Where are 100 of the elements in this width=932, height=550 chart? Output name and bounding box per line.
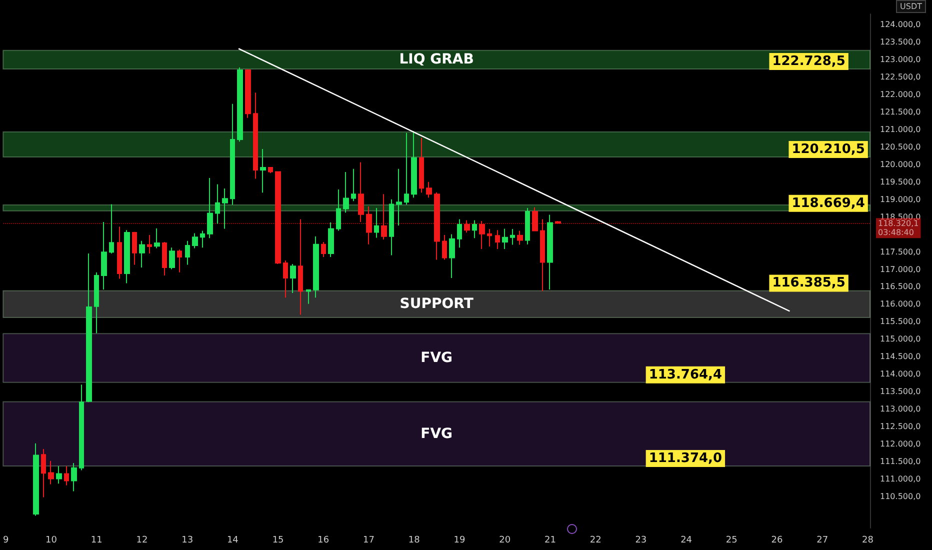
candlestick: [472, 220, 477, 239]
x-tick-label: 28: [862, 536, 874, 546]
candlestick: [283, 260, 288, 298]
candlestick: [306, 289, 311, 304]
candlestick: [495, 230, 500, 250]
candlestick: [321, 241, 326, 258]
candlestick: [487, 228, 492, 248]
y-tick-label: 121.500,0: [880, 107, 921, 116]
y-tick-label: 113.500,0: [880, 387, 921, 396]
candlestick: [449, 234, 455, 278]
x-tick-label: 23: [635, 536, 647, 546]
x-tick-label: 24: [680, 536, 692, 546]
x-tick-label: 20: [499, 536, 511, 546]
annotation: 118.669,4: [792, 196, 865, 211]
candlestick: [245, 68, 251, 118]
candlestick: [426, 181, 432, 198]
candlestick: [33, 442, 39, 516]
x-tick-label: 12: [136, 536, 148, 546]
y-tick-label: 112.500,0: [880, 422, 921, 432]
candlestick: [109, 204, 114, 254]
annotation: 111.374,0: [648, 450, 722, 466]
x-tick-label: 10: [46, 536, 58, 546]
candlestick: [351, 168, 356, 202]
candlestick: [162, 241, 167, 276]
y-tick-label: 116.500,0: [880, 282, 921, 292]
candlestick: [343, 172, 349, 214]
y-tick-label: 113.000,0: [880, 404, 921, 414]
candlestick: [374, 208, 379, 238]
candlestick: [442, 234, 447, 260]
candlestick: [237, 67, 243, 142]
candlestick: [389, 198, 394, 256]
y-tick-label: 122.500,0: [880, 72, 921, 82]
candlestick: [328, 222, 334, 258]
x-tick-label: 19: [454, 536, 466, 546]
y-tick-label: 117.500,0: [880, 247, 921, 256]
candlestick: [457, 218, 462, 248]
candlestick: [434, 192, 440, 260]
y-tick-label: 119.500,0: [880, 177, 921, 186]
y-tick-label: 120.500,0: [880, 142, 921, 152]
band-label: FVG: [420, 426, 453, 442]
x-tick-label: 18: [408, 536, 420, 546]
candlestick: [177, 249, 182, 273]
candlestick: [555, 220, 561, 224]
y-tick-label: 122.000,0: [880, 90, 921, 99]
candlestick: [381, 194, 387, 240]
candlestick: [154, 228, 160, 249]
y-tick-label: 121.000,0: [880, 124, 921, 134]
y-tick-label: 115.500,0: [880, 317, 921, 326]
candlestick: [207, 177, 213, 239]
band-label: SUPPORT: [400, 296, 474, 312]
candlestick: [64, 466, 69, 486]
candlestick: [94, 272, 99, 334]
x-tick-label: 25: [726, 536, 738, 546]
y-tick-label: 117.000,0: [880, 264, 921, 274]
y-axis-title: USDT: [896, 0, 926, 13]
candlestick: [117, 226, 122, 280]
candlestick: [169, 247, 175, 270]
y-tick-label: 112.000,0: [880, 440, 921, 449]
candlestick: [358, 162, 364, 223]
candlestick: [525, 208, 530, 245]
candlestick: [222, 188, 228, 230]
candlestick: [517, 230, 523, 246]
y-tick-label: 111.000,0: [880, 474, 921, 484]
candlestick: [79, 384, 84, 471]
candlestick: [411, 130, 417, 198]
annotation: 113.764,4: [648, 367, 722, 382]
candlestick: [366, 206, 372, 245]
y-tick-label: 124.000,0: [880, 20, 921, 29]
band-label: FVG: [420, 350, 453, 366]
candlestick: [56, 466, 62, 484]
candlestick: [215, 184, 220, 224]
band-label: LIQ GRAB: [399, 52, 474, 68]
x-tick-label: 27: [816, 536, 828, 546]
candlestick: [260, 148, 266, 194]
x-tick-label: 17: [363, 536, 374, 546]
y-tick-label: 119.000,0: [880, 194, 921, 204]
y-tick-label: 123.500,0: [880, 37, 921, 46]
candlestick: [313, 236, 319, 298]
candlestick: [268, 166, 273, 174]
y-tick-label: 114.500,0: [880, 352, 921, 362]
candlestick: [479, 220, 485, 250]
candlestick: [48, 460, 54, 485]
x-tick-label: 22: [590, 536, 602, 546]
annotation: 122.728,5: [772, 54, 846, 69]
candlestick: [404, 132, 409, 206]
candlestick: [132, 231, 137, 266]
candlestick: [275, 170, 281, 265]
annotation: 116.385,5: [772, 276, 846, 291]
y-tick-label: 115.000,0: [880, 334, 921, 344]
candlestick: [139, 240, 145, 268]
candlestick: [124, 230, 130, 284]
y-tick-label: 114.000,0: [880, 370, 921, 379]
x-tick-label: 26: [771, 536, 784, 546]
candlestick: [502, 228, 508, 250]
candlestick: [547, 214, 553, 290]
candlestick: [532, 206, 538, 232]
candlestick: [230, 103, 235, 206]
y-tick-label: 110.500,0: [880, 492, 921, 502]
ref-line-label: 118.320,1 03:48:40: [878, 219, 919, 238]
candlestick: [510, 228, 515, 246]
